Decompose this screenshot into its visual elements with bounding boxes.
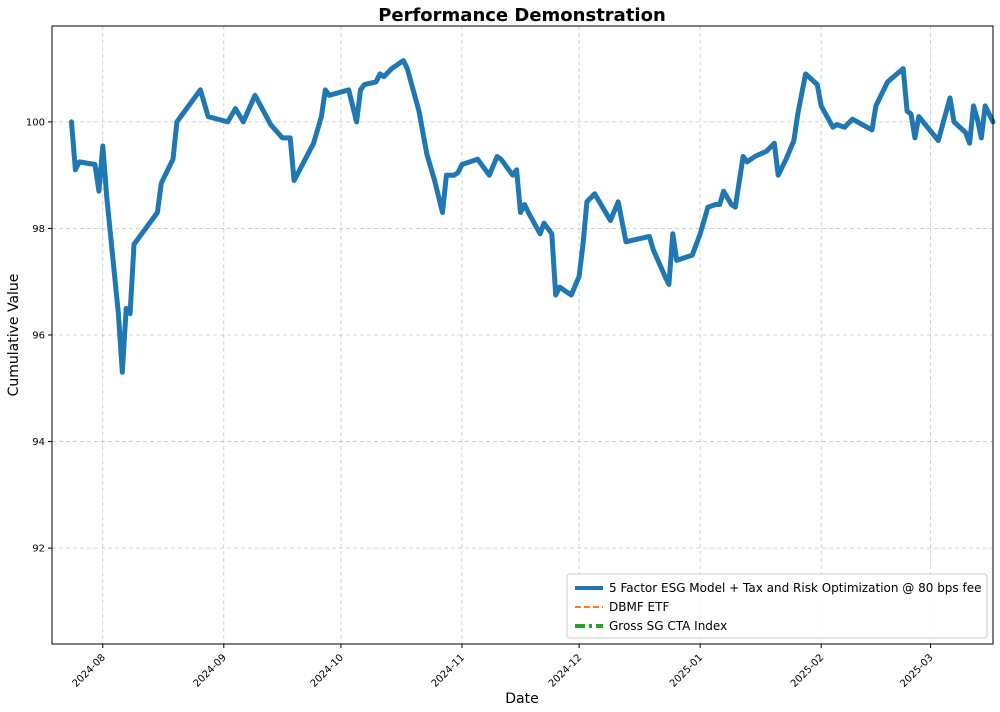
series-layer (69, 58, 996, 375)
y-tick-label-100: 100 (26, 117, 45, 128)
y-tick-label-96: 96 (32, 331, 45, 342)
legend-label-sg-cta: Gross SG CTA Index (609, 619, 727, 633)
chart-title: Performance Demonstration (378, 5, 666, 26)
y-axis-label: Cumulative Value (6, 274, 22, 397)
y-axis-ticks: 92 94 96 98 100 (26, 117, 52, 555)
legend-box (566, 573, 988, 639)
y-tick-label-92: 92 (32, 544, 45, 555)
legend: 5 Factor ESG Model + Tax and Risk Optimi… (566, 573, 988, 639)
series-line-0 (69, 58, 996, 375)
legend-label-esg-model: 5 Factor ESG Model + Tax and Risk Optimi… (609, 581, 981, 595)
legend-label-dbmf: DBMF ETF (609, 600, 669, 614)
x-axis-label: Date (505, 691, 538, 707)
y-tick-label-94: 94 (32, 437, 45, 448)
y-tick-label-98: 98 (32, 224, 45, 235)
grid-layer (52, 26, 993, 644)
